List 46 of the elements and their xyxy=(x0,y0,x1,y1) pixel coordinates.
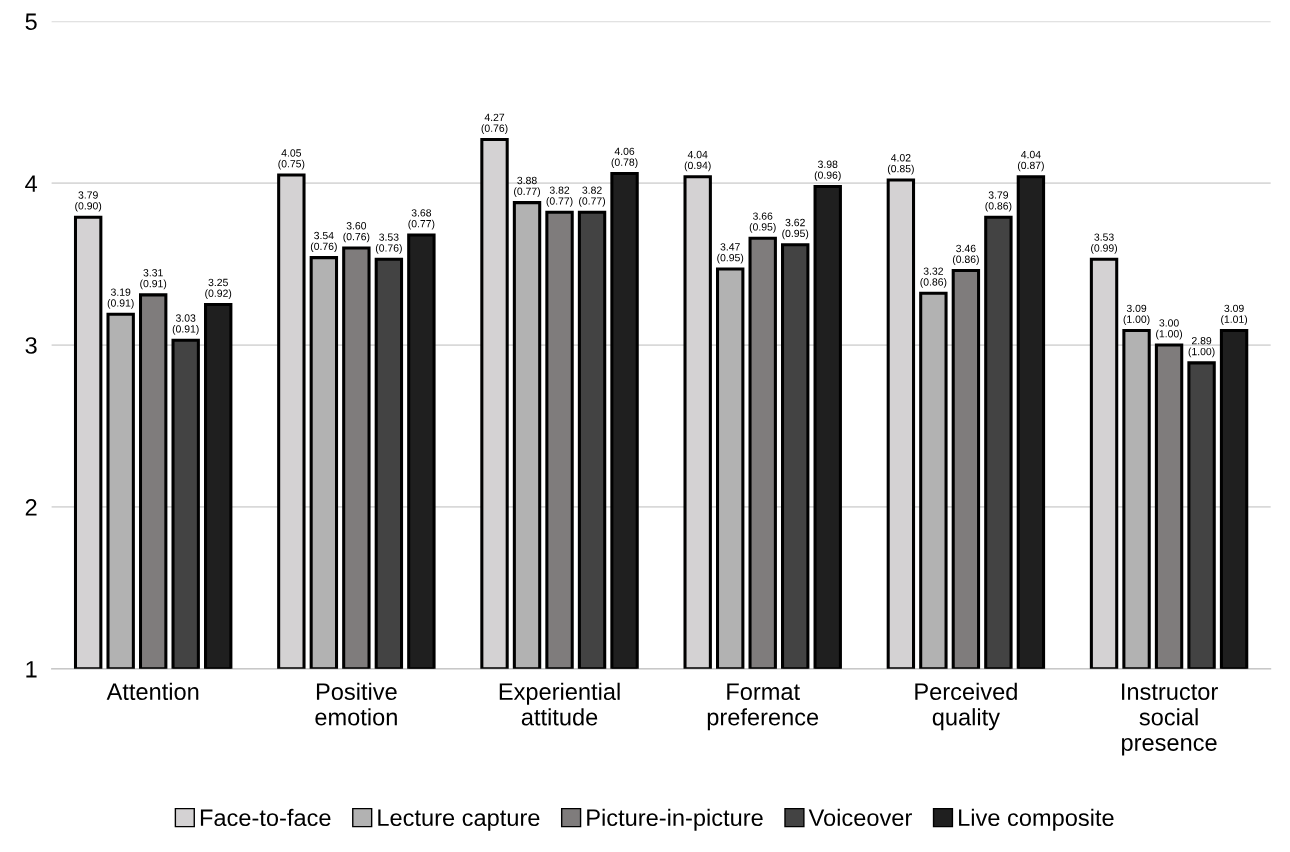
data-label: 3.53 (0.99) xyxy=(1091,233,1118,254)
x-tick-label: Instructor social presence xyxy=(1122,683,1218,756)
data-label: 3.46 (0.86) xyxy=(952,244,979,266)
data-label: 3.82 (0.77) xyxy=(579,186,606,207)
y-tick-label: 5 xyxy=(25,13,37,31)
data-label: 3.00 (1.00) xyxy=(1156,319,1183,340)
legend-label: Voiceover xyxy=(808,808,912,827)
x-tick-label: Perceived quality xyxy=(915,682,1017,731)
data-label: 3.31 (0.91) xyxy=(140,269,167,290)
y-tick-label: 3 xyxy=(25,337,37,354)
data-label: 3.62 (0.95) xyxy=(782,218,809,240)
data-label: 3.66 (0.95) xyxy=(749,212,776,233)
x-tick-label: Positive emotion xyxy=(315,682,397,726)
data-label: 3.79 (0.90) xyxy=(75,191,102,212)
data-label: 3.03 (0.91) xyxy=(172,314,199,335)
data-label: 2.89 (1.00) xyxy=(1188,337,1215,358)
data-label: 4.27 (0.76) xyxy=(481,113,508,134)
data-label: 3.53 (0.76) xyxy=(375,233,402,254)
data-label: 4.04 (0.87) xyxy=(1017,150,1044,172)
legend-label: Lecture capture xyxy=(378,809,540,831)
data-label: 3.32 (0.86) xyxy=(920,267,947,288)
y-tick-label: 1 xyxy=(26,661,37,678)
data-label: 3.60 (0.76) xyxy=(343,222,370,243)
data-label: 3.47 (0.95) xyxy=(717,243,744,264)
data-label: 3.88 (0.77) xyxy=(514,176,540,198)
data-label: 3.25 (0.92) xyxy=(205,278,232,300)
data-label: 3.09 (1.01) xyxy=(1221,304,1248,325)
data-label: 4.06 (0.78) xyxy=(611,147,638,168)
x-tick-label: Experiential attitude xyxy=(499,682,620,726)
data-label: 3.19 (0.91) xyxy=(107,288,134,309)
data-label: 4.02 (0.85) xyxy=(887,154,914,175)
x-tick-label: Attention xyxy=(106,682,199,701)
data-label: 3.98 (0.96) xyxy=(814,160,841,181)
data-label: 3.68 (0.77) xyxy=(408,209,435,230)
y-tick-label: 4 xyxy=(25,175,38,192)
data-label: 3.79 (0.86) xyxy=(985,191,1012,212)
y-tick-label: 2 xyxy=(25,499,37,516)
legend-label: Picture-in-picture xyxy=(587,808,763,831)
x-tick-label: Format preference xyxy=(707,683,819,731)
data-label: 3.54 (0.76) xyxy=(310,231,337,253)
data-label: 4.04 (0.94) xyxy=(684,150,711,172)
data-label: 4.05 (0.75) xyxy=(278,149,305,170)
legend-label: Face-to-face xyxy=(200,808,331,827)
legend-label: Live composite xyxy=(959,808,1114,831)
data-label: 3.82 (0.77) xyxy=(546,186,573,207)
data-label: 3.09 (1.00) xyxy=(1123,304,1150,325)
